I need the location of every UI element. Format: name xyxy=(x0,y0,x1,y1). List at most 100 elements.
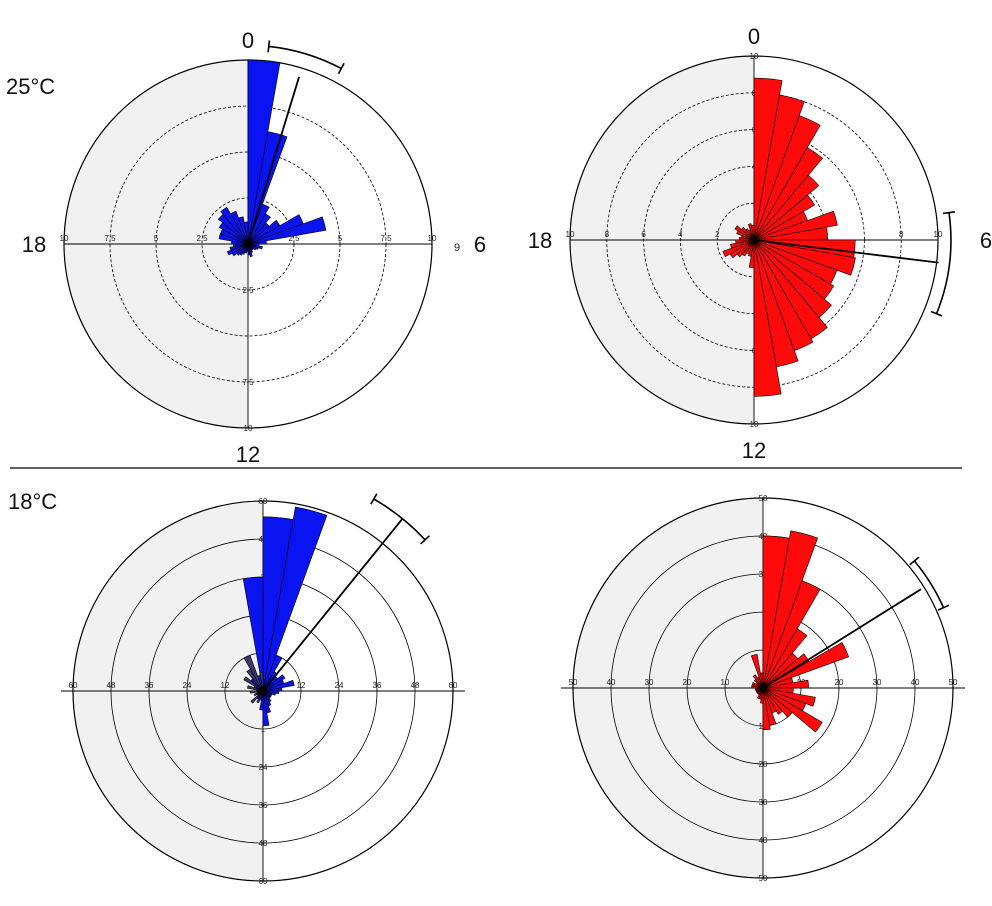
rose-bar-dark xyxy=(253,690,264,697)
tick-label: 48 xyxy=(411,681,420,690)
tick-label: 60 xyxy=(259,877,268,886)
axis-end-label: 9 xyxy=(454,242,460,254)
tick-label: 60 xyxy=(259,497,268,506)
rose-bar xyxy=(242,576,264,692)
rose-bar-dark xyxy=(249,690,264,694)
rose-bar xyxy=(762,687,783,715)
confidence-arc xyxy=(373,498,426,541)
rose-bar xyxy=(226,243,249,256)
tick-label: 36 xyxy=(373,681,382,690)
rose-bar-dark xyxy=(243,676,264,692)
rose-bar xyxy=(752,674,764,689)
rose-bar xyxy=(243,221,249,245)
tick-label: 12 xyxy=(297,681,306,690)
rose-panel-top-left: 2.5 5 7.5 10 2.5 7.5 10 2.5 5 7.5 10 9 0 12 18 6 xyxy=(22,28,486,467)
rose-bar xyxy=(762,687,793,718)
tick-label: 36 xyxy=(259,801,268,810)
rose-bar xyxy=(262,674,286,692)
rose-bar-dark xyxy=(250,690,264,704)
rose-bar xyxy=(230,210,249,245)
tick-label: 8 xyxy=(899,230,904,239)
tick-label: 7.5 xyxy=(104,234,116,243)
tick-label: 30 xyxy=(873,678,882,687)
tick-label: 10 xyxy=(934,230,943,239)
tick-label: 6 xyxy=(641,230,646,239)
rose-bar xyxy=(740,226,755,241)
rose-panel-top-right: 46810810610246810012186 xyxy=(528,24,992,463)
rose-bar xyxy=(730,239,755,249)
rose-bar xyxy=(247,243,253,258)
confidence-cap xyxy=(420,535,431,545)
rose-bar xyxy=(262,654,283,692)
tick-label: 50 xyxy=(949,678,958,687)
tick-label: 10 xyxy=(428,234,437,243)
rose-bar xyxy=(753,94,805,241)
tick-label: 4 xyxy=(678,230,683,239)
tick-label: 10 xyxy=(750,52,759,61)
hour-label-right: 6 xyxy=(980,228,992,253)
tick-label: 20 xyxy=(683,678,692,687)
tick-label: 60 xyxy=(449,681,458,690)
tick-label: 8 xyxy=(605,230,610,239)
rose-bar xyxy=(751,224,755,241)
rose-bar xyxy=(762,687,823,733)
hour-label-top: 0 xyxy=(748,24,760,49)
tick-label: 24 xyxy=(183,681,192,690)
tick-label: 10 xyxy=(750,420,759,429)
rose-bar xyxy=(762,580,821,689)
hour-label-bottom: 12 xyxy=(742,438,766,463)
tick-label: 2.5 xyxy=(242,286,254,295)
tick-label: 40 xyxy=(607,678,616,687)
temperature-label-18c: 18°C xyxy=(8,489,57,514)
rose-bar xyxy=(229,243,249,251)
rose-bar xyxy=(762,641,850,689)
tick-label: 10 xyxy=(60,234,69,243)
rose-panels: 2.557.5102.57.5102.557.51090121864681081… xyxy=(22,24,992,886)
rose-bar xyxy=(747,223,755,241)
confidence-arc xyxy=(935,212,952,315)
rose-bar xyxy=(735,239,755,244)
hour-label-left: 18 xyxy=(528,228,552,253)
tick-label: 10 xyxy=(566,230,575,239)
temperature-label-25c: 25°C xyxy=(6,74,55,99)
rose-bar xyxy=(220,206,249,245)
rose-bar xyxy=(247,203,270,245)
rose-bar xyxy=(753,194,816,241)
rose-panel-bottom-left: 123486012243648601243648601224364860 xyxy=(61,493,465,886)
hour-label-right: 6 xyxy=(474,232,486,257)
tick-label: 24 xyxy=(259,763,268,772)
tick-label: 7.5 xyxy=(242,378,254,387)
rose-bar xyxy=(238,216,249,245)
mean-vector xyxy=(247,76,300,245)
rose-bar xyxy=(753,239,782,397)
confidence-arc xyxy=(268,45,342,70)
hour-label-top: 0 xyxy=(242,28,254,53)
rose-panel-bottom-right: 304050102030405010203040501020304050 xyxy=(561,494,965,883)
confidence-cap xyxy=(337,62,345,75)
confidence-cap xyxy=(370,493,378,505)
rose-bar xyxy=(762,679,809,689)
hour-label-left: 18 xyxy=(22,232,46,257)
confidence-cap xyxy=(942,211,956,215)
rose-bar xyxy=(247,216,327,245)
tick-label: 20 xyxy=(759,760,768,769)
rose-bar xyxy=(262,679,295,692)
rose-bar xyxy=(247,240,267,245)
rose-bar-dark xyxy=(247,685,264,692)
tick-label: 2.5 xyxy=(288,234,300,243)
rose-bar xyxy=(753,115,821,241)
rose-bar xyxy=(262,690,270,727)
rose-bar-dark xyxy=(259,671,264,692)
confidence-cap xyxy=(909,556,920,566)
tick-label: 12 xyxy=(221,681,230,690)
tick-label: 5 xyxy=(154,234,159,243)
tick-label: 2.5 xyxy=(196,234,208,243)
rose-bar xyxy=(762,628,808,689)
rose-bar xyxy=(745,228,755,241)
tick-label: 50 xyxy=(759,874,768,883)
rose-bar xyxy=(753,239,856,276)
tick-label: 50 xyxy=(569,678,578,687)
rose-bar xyxy=(734,225,755,241)
tick-label: 5 xyxy=(338,234,343,243)
